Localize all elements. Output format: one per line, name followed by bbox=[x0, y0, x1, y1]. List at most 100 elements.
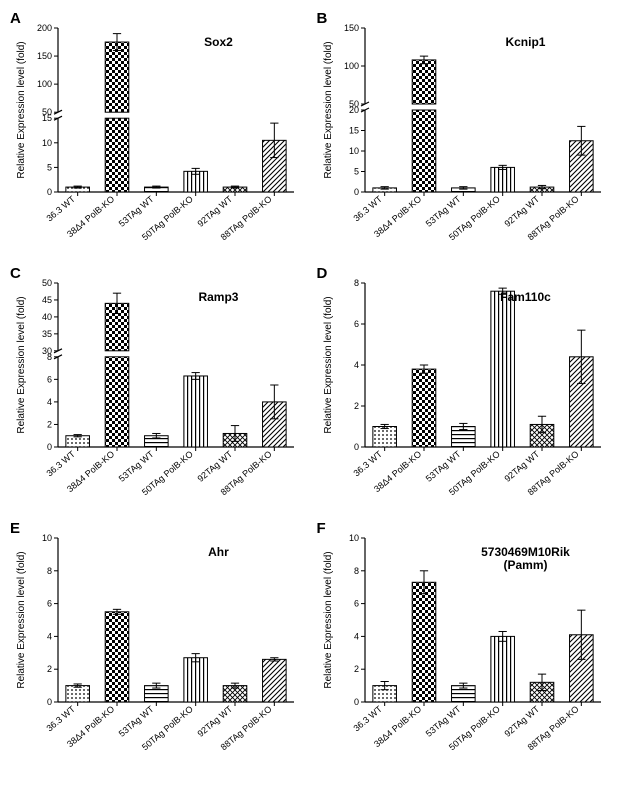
panel-A: A 0510155010015020036.3 WT38Δ4 PolB-KO53… bbox=[10, 10, 302, 260]
ytick-label: 2 bbox=[47, 419, 52, 429]
xtick-label: 53TAg WT bbox=[117, 194, 156, 229]
ytick-label: 0 bbox=[47, 697, 52, 707]
ytick-label: 15 bbox=[348, 126, 358, 136]
ytick-label: 0 bbox=[47, 187, 52, 197]
y-axis-label: Relative Expression level (fold) bbox=[323, 296, 334, 433]
ytick-label: 5 bbox=[353, 167, 358, 177]
ytick-label: 4 bbox=[353, 360, 358, 370]
ytick-label: 150 bbox=[343, 23, 358, 33]
ytick-label: 8 bbox=[353, 566, 358, 576]
chart-title: Fam110c bbox=[500, 290, 551, 304]
bar bbox=[105, 357, 129, 447]
ytick-label: 5 bbox=[47, 162, 52, 172]
bar bbox=[372, 427, 396, 448]
bar bbox=[263, 659, 287, 702]
ytick-label: 30 bbox=[42, 346, 52, 356]
chart-title: 5730469M10Rik bbox=[481, 545, 570, 559]
xtick-label: 36.3 WT bbox=[44, 194, 77, 224]
panel-letter: A bbox=[10, 10, 21, 27]
ytick-label: 6 bbox=[353, 599, 358, 609]
bar bbox=[490, 291, 514, 447]
xtick-label: 36.3 WT bbox=[44, 704, 77, 734]
xtick-label: 53TAg WT bbox=[423, 449, 462, 484]
panel-F: F 024681036.3 WT38Δ4 PolB-KO53TAg WT50TA… bbox=[317, 520, 609, 770]
ytick-label: 2 bbox=[47, 664, 52, 674]
panel-letter: D bbox=[317, 265, 328, 282]
panel-D: D 0246836.3 WT38Δ4 PolB-KO53TAg WT50TAg … bbox=[317, 265, 609, 515]
ytick-label: 50 bbox=[348, 99, 358, 109]
ytick-label: 4 bbox=[47, 631, 52, 641]
chart-title: Ramp3 bbox=[198, 290, 238, 304]
figure-grid: A 0510155010015020036.3 WT38Δ4 PolB-KO53… bbox=[10, 10, 608, 770]
chart-svg: 024681036.3 WT38Δ4 PolB-KO53TAg WT50TAg … bbox=[317, 520, 607, 770]
ytick-label: 0 bbox=[47, 442, 52, 452]
chart-svg: 051015205010015036.3 WT38Δ4 PolB-KO53TAg… bbox=[317, 10, 607, 260]
panel-letter: F bbox=[317, 520, 326, 537]
chart-svg: 024681036.3 WT38Δ4 PolB-KO53TAg WT50TAg … bbox=[10, 520, 300, 770]
chart-svg: 0510155010015020036.3 WT38Δ4 PolB-KO53TA… bbox=[10, 10, 300, 260]
ytick-label: 50 bbox=[42, 278, 52, 288]
panel-C: C 02468303540455036.3 WT38Δ4 PolB-KO53TA… bbox=[10, 265, 302, 515]
xtick-label: 92TAg WT bbox=[195, 194, 234, 229]
bar bbox=[490, 167, 514, 192]
ytick-label: 10 bbox=[42, 138, 52, 148]
y-axis-label: Relative Expression level (fold) bbox=[323, 41, 334, 178]
ytick-label: 8 bbox=[353, 278, 358, 288]
xtick-label: 92TAg WT bbox=[195, 449, 234, 484]
xtick-label: 92TAg WT bbox=[195, 704, 234, 739]
ytick-label: 45 bbox=[42, 295, 52, 305]
chart-title: Ahr bbox=[208, 545, 229, 559]
chart-title: Kcnip1 bbox=[505, 35, 545, 49]
y-axis-label: Relative Expression level (fold) bbox=[16, 41, 27, 178]
bar bbox=[184, 376, 208, 447]
ytick-label: 200 bbox=[37, 23, 52, 33]
bar bbox=[412, 369, 436, 447]
xtick-label: 53TAg WT bbox=[423, 704, 462, 739]
ytick-label: 50 bbox=[42, 107, 52, 117]
xtick-label: 53TAg WT bbox=[117, 449, 156, 484]
bar bbox=[66, 686, 90, 702]
bar bbox=[105, 42, 129, 112]
ytick-label: 2 bbox=[353, 664, 358, 674]
chart-title: Sox2 bbox=[204, 35, 233, 49]
chart-svg: 02468303540455036.3 WT38Δ4 PolB-KO53TAg … bbox=[10, 265, 300, 515]
ytick-label: 35 bbox=[42, 329, 52, 339]
ytick-label: 2 bbox=[353, 401, 358, 411]
ytick-label: 0 bbox=[353, 187, 358, 197]
bar bbox=[66, 436, 90, 447]
ytick-label: 0 bbox=[353, 442, 358, 452]
xtick-label: 36.3 WT bbox=[44, 449, 77, 479]
ytick-label: 10 bbox=[348, 146, 358, 156]
xtick-label: 92TAg WT bbox=[502, 449, 541, 484]
bar bbox=[105, 118, 129, 192]
ytick-label: 100 bbox=[343, 61, 358, 71]
ytick-label: 0 bbox=[353, 697, 358, 707]
bar bbox=[412, 60, 436, 104]
xtick-label: 92TAg WT bbox=[502, 194, 541, 229]
panel-letter: B bbox=[317, 10, 328, 27]
bar bbox=[105, 612, 129, 702]
panel-letter: E bbox=[10, 520, 20, 537]
y-axis-label: Relative Expression level (fold) bbox=[16, 551, 27, 688]
ytick-label: 10 bbox=[42, 533, 52, 543]
xtick-label: 92TAg WT bbox=[502, 704, 541, 739]
ytick-label: 4 bbox=[47, 397, 52, 407]
chart-svg: 0246836.3 WT38Δ4 PolB-KO53TAg WT50TAg Po… bbox=[317, 265, 607, 515]
chart-subtitle: (Pamm) bbox=[503, 558, 547, 572]
ytick-label: 8 bbox=[47, 566, 52, 576]
ytick-label: 10 bbox=[348, 533, 358, 543]
y-axis-label: Relative Expression level (fold) bbox=[16, 296, 27, 433]
xtick-label: 53TAg WT bbox=[117, 704, 156, 739]
ytick-label: 6 bbox=[353, 319, 358, 329]
ytick-label: 6 bbox=[47, 374, 52, 384]
y-axis-label: Relative Expression level (fold) bbox=[323, 551, 334, 688]
xtick-label: 36.3 WT bbox=[351, 449, 384, 479]
xtick-label: 36.3 WT bbox=[351, 194, 384, 224]
ytick-label: 40 bbox=[42, 312, 52, 322]
bar bbox=[490, 636, 514, 702]
panel-letter: C bbox=[10, 265, 21, 282]
ytick-label: 6 bbox=[47, 599, 52, 609]
ytick-label: 4 bbox=[353, 631, 358, 641]
xtick-label: 53TAg WT bbox=[423, 194, 462, 229]
ytick-label: 100 bbox=[37, 79, 52, 89]
